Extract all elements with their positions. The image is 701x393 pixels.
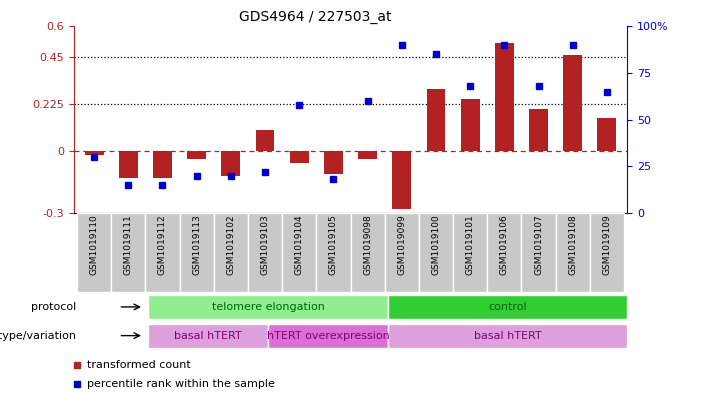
Bar <box>316 213 350 292</box>
Bar <box>350 213 385 292</box>
Bar <box>222 151 240 176</box>
Bar <box>495 43 514 151</box>
Bar <box>453 213 487 292</box>
Text: GSM1019102: GSM1019102 <box>226 215 236 275</box>
Text: GSM1019101: GSM1019101 <box>465 215 475 275</box>
Bar <box>393 151 411 209</box>
Text: GSM1019106: GSM1019106 <box>500 215 509 275</box>
Text: GSM1019112: GSM1019112 <box>158 215 167 275</box>
Bar <box>324 151 343 174</box>
Bar <box>268 323 388 348</box>
Bar <box>111 213 145 292</box>
Text: control: control <box>489 302 527 312</box>
Text: telomere elongation: telomere elongation <box>212 302 325 312</box>
Bar <box>388 323 627 348</box>
Text: GSM1019098: GSM1019098 <box>363 215 372 275</box>
Bar <box>487 213 522 292</box>
Text: hTERT overexpression: hTERT overexpression <box>266 331 390 341</box>
Bar <box>529 109 548 151</box>
Text: GDS4964 / 227503_at: GDS4964 / 227503_at <box>239 10 392 24</box>
Bar <box>461 99 479 151</box>
Bar <box>214 213 248 292</box>
Text: GSM1019107: GSM1019107 <box>534 215 543 275</box>
Bar <box>179 213 214 292</box>
Text: percentile rank within the sample: percentile rank within the sample <box>87 379 275 389</box>
Text: basal hTERT: basal hTERT <box>175 331 242 341</box>
Bar <box>187 151 206 159</box>
Text: GSM1019103: GSM1019103 <box>261 215 270 275</box>
Bar <box>427 88 445 151</box>
Bar <box>290 151 308 163</box>
Bar <box>522 213 556 292</box>
Bar <box>282 213 316 292</box>
Bar <box>85 151 104 155</box>
Text: genotype/variation: genotype/variation <box>0 331 76 341</box>
Text: GSM1019108: GSM1019108 <box>569 215 577 275</box>
Bar <box>145 213 179 292</box>
Bar <box>385 213 419 292</box>
Bar <box>597 118 616 151</box>
Bar <box>77 213 111 292</box>
Bar <box>358 151 377 159</box>
Text: GSM1019099: GSM1019099 <box>397 215 407 275</box>
Bar <box>388 295 627 319</box>
Text: GSM1019109: GSM1019109 <box>602 215 611 275</box>
Text: basal hTERT: basal hTERT <box>474 331 542 341</box>
Text: protocol: protocol <box>32 302 76 312</box>
Bar <box>256 130 274 151</box>
Text: GSM1019110: GSM1019110 <box>90 215 99 275</box>
Text: transformed count: transformed count <box>87 360 191 370</box>
Bar <box>564 55 582 151</box>
Bar <box>419 213 453 292</box>
Bar <box>248 213 282 292</box>
Bar <box>556 213 590 292</box>
Bar <box>149 295 388 319</box>
Bar <box>119 151 137 178</box>
Text: GSM1019100: GSM1019100 <box>431 215 440 275</box>
Bar <box>149 323 268 348</box>
Bar <box>153 151 172 178</box>
Text: GSM1019113: GSM1019113 <box>192 215 201 275</box>
Bar <box>590 213 624 292</box>
Text: GSM1019111: GSM1019111 <box>124 215 132 275</box>
Text: GSM1019105: GSM1019105 <box>329 215 338 275</box>
Text: GSM1019104: GSM1019104 <box>294 215 304 275</box>
